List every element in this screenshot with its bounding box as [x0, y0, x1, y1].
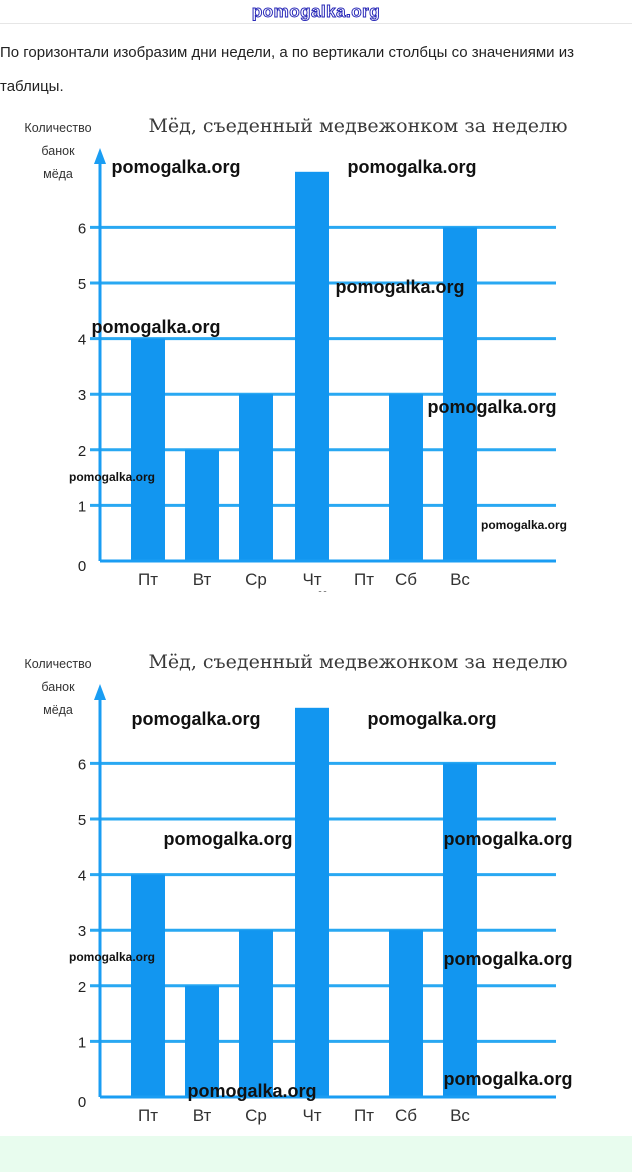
x-tick-label: Пт: [354, 1106, 374, 1125]
x-tick-label: Чт: [302, 1106, 321, 1125]
x-tick-label: Вт: [193, 1106, 212, 1125]
watermark-text: pomogalka.org: [69, 950, 155, 964]
watermark-text: pomogalka.org: [427, 397, 556, 417]
bar-4: [295, 171, 329, 562]
bar-7: [443, 763, 477, 1097]
bar-1: [131, 874, 165, 1097]
watermark-text: pomogalka.org: [131, 709, 260, 729]
y-axis-title-line: Количество: [24, 121, 91, 135]
y-tick-label: 3: [78, 387, 86, 404]
watermark-text: pomogalka.org: [111, 157, 240, 177]
y-tick-label: 3: [78, 923, 86, 940]
bar-chart-1-svg: Мёд, съеденный медвежонком за неделю Коли…: [24, 115, 567, 592]
y-tick-label: 2: [78, 979, 86, 996]
x-tick-label: Вс: [450, 570, 470, 589]
x-tick-label: Сб: [395, 570, 417, 589]
y-tick-label: 4: [78, 332, 86, 349]
y-axis-title-line: мёда: [43, 167, 73, 181]
chart-title: Мёд, съеденный медвежонком за неделю: [148, 115, 567, 137]
bar-2: [185, 985, 219, 1097]
y-axis-title-line: банок: [41, 680, 75, 694]
bar-4: [295, 707, 329, 1097]
x-tick-label: Чт: [302, 570, 321, 589]
watermark-text: pomogalka.org: [443, 829, 572, 849]
y-axis-title-line: мёда: [43, 703, 73, 717]
x-tick-label: Пт: [354, 570, 374, 589]
y-tick-label: 1: [78, 498, 86, 515]
y-axis-title-line: Количество: [24, 657, 91, 671]
watermark-text: pomogalka.org: [69, 470, 155, 484]
x-tick-label: Сб: [395, 1106, 417, 1125]
y-tick-label: 5: [78, 276, 86, 293]
x-tick-label: Ср: [245, 1106, 267, 1125]
watermark-text: pomogalka.org: [247, 589, 376, 592]
watermark-text: pomogalka.org: [367, 709, 496, 729]
y-tick-label: 2: [78, 443, 86, 460]
chart-title: Мёд, съеденный медвежонком за неделю: [148, 651, 567, 673]
intro-text: По горизонтали изобразим дни недели, а п…: [0, 44, 574, 95]
site-header: pomogalka.org: [0, 0, 632, 24]
y-tick-label: 4: [78, 868, 86, 885]
y-tick-label: 6: [78, 220, 86, 237]
watermark-text: pomogalka.org: [163, 829, 292, 849]
bar-1: [131, 338, 165, 561]
watermark-text: pomogalka.org: [187, 1081, 316, 1101]
bar-3: [239, 930, 273, 1097]
bar-chart-2-svg: Мёд, съеденный медвежонком за неделю Коли…: [24, 651, 572, 1125]
watermark-text: pomogalka.org: [443, 949, 572, 969]
x-tick-label: Вс: [450, 1106, 470, 1125]
y-tick-label: 0: [78, 1094, 86, 1111]
bar-6: [389, 930, 423, 1097]
y-axis-arrow: [94, 684, 106, 700]
watermark-text: pomogalka.org: [443, 1069, 572, 1089]
watermark-text: pomogalka.org: [91, 317, 220, 337]
y-axis-arrow: [94, 148, 106, 164]
bar-7: [443, 227, 477, 561]
watermark-text: pomogalka.org: [481, 518, 567, 532]
x-tick-label: Пт: [138, 570, 158, 589]
bar-chart-2: Мёд, съеденный медвежонком за неделю Коли…: [0, 648, 632, 1128]
watermark-text: pomogalka.org: [335, 277, 464, 297]
watermark-text: pomogalka.org: [347, 157, 476, 177]
site-header-link[interactable]: pomogalka.org: [251, 2, 381, 22]
bar-3: [239, 394, 273, 561]
x-tick-label: Вт: [193, 570, 212, 589]
footer-bar: [0, 1136, 632, 1172]
bar-6: [389, 394, 423, 561]
bar-chart-1: Мёд, съеденный медвежонком за неделю Коли…: [0, 112, 632, 592]
y-tick-label: 6: [78, 756, 86, 773]
bar-2: [185, 449, 219, 561]
y-tick-label: 0: [78, 558, 86, 575]
y-axis-title-line: банок: [41, 144, 75, 158]
y-tick-label: 1: [78, 1034, 86, 1051]
x-tick-label: Ср: [245, 570, 267, 589]
y-tick-label: 5: [78, 812, 86, 829]
x-tick-label: Пт: [138, 1106, 158, 1125]
